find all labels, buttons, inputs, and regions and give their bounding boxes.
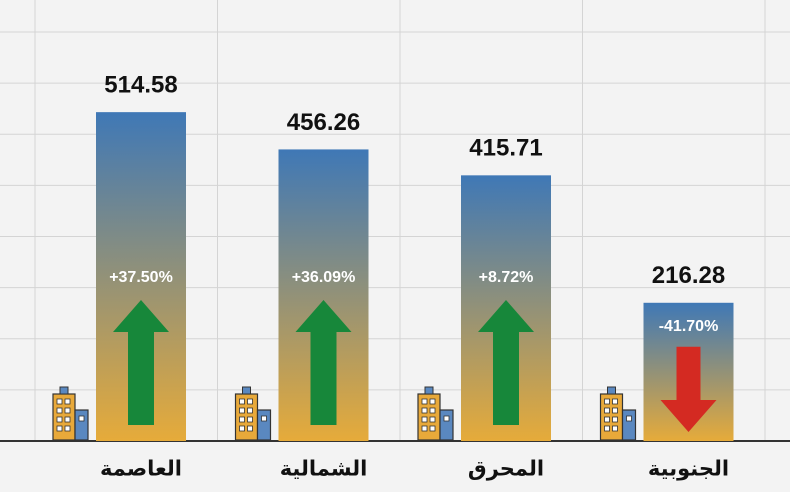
window [239,425,245,432]
window [261,415,267,422]
building-icon [599,386,637,441]
window [64,416,71,423]
window [443,415,450,422]
value-label: 415.71 [469,135,542,162]
value-label: 216.28 [652,262,725,289]
window [239,398,245,405]
window [429,416,436,423]
change-label: -41.70% [659,318,719,335]
building-side [439,409,454,441]
change-arrow [478,300,534,425]
window [612,425,618,432]
window [56,407,63,414]
building-side [256,409,272,441]
building-side [621,409,637,441]
window [421,425,428,432]
building-body [599,393,624,441]
x-tick-label: العاصمة [100,458,182,481]
building-icon [52,386,89,441]
change-arrow [660,346,717,432]
value-label: 514.58 [104,71,177,98]
window [64,425,71,432]
change-label: +37.50% [109,269,173,286]
window [247,416,253,423]
window [56,416,63,423]
window [64,407,71,414]
window [78,415,85,422]
window [239,416,245,423]
change-label: +8.72% [479,269,534,286]
window [247,398,253,405]
window [612,407,618,414]
window [604,416,610,423]
window [421,398,428,405]
building-roof [59,386,69,395]
window [604,407,610,414]
building-icon [234,386,272,441]
window [626,415,632,422]
building-roof [242,386,251,395]
building-body [52,393,76,441]
change-arrow [113,300,169,425]
value-label: 456.26 [287,109,360,136]
change-arrow [295,300,352,425]
building-body [234,393,259,441]
building-roof [607,386,616,395]
window [247,407,253,414]
window [429,425,436,432]
change-label: +36.09% [292,269,356,286]
x-tick-label: الشمالية [280,458,368,481]
window [612,416,618,423]
window [239,407,245,414]
window [429,407,436,414]
building-body [417,393,441,441]
building-roof [424,386,434,395]
building-icon [417,386,454,441]
window [56,425,63,432]
window [421,416,428,423]
window [56,398,63,405]
window [604,425,610,432]
x-tick-label: المحرق [468,458,544,481]
x-tick-label: الجنوبية [648,458,729,481]
window [429,398,436,405]
window [421,407,428,414]
window [247,425,253,432]
window [64,398,71,405]
building-side [74,409,89,441]
window [612,398,618,405]
window [604,398,610,405]
